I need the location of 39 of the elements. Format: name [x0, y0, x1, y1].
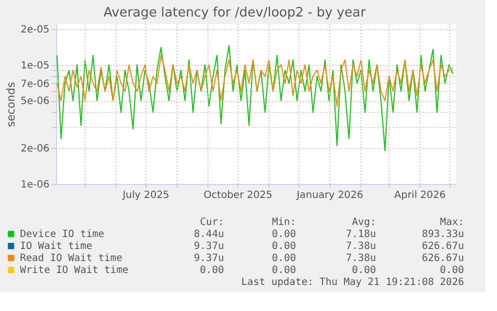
text: 0.00 — [272, 253, 296, 264]
text: 7.38u — [346, 241, 376, 252]
legend-label: Read IO Wait time — [20, 253, 122, 264]
x-tick-label: July 2025 — [122, 190, 170, 201]
text: Cur: — [200, 217, 224, 228]
line-series — [56, 54, 454, 107]
y-tick-label: 2e-05 — [20, 24, 50, 36]
text: 8.44u — [194, 229, 224, 240]
text: 0.00 — [200, 265, 224, 276]
text: 893.33u — [422, 229, 464, 240]
legend-label: Device IO time — [20, 229, 104, 240]
x-tick-label: October 2025 — [204, 190, 272, 201]
text: 7.18u — [346, 229, 376, 240]
legend-label: IO Wait time — [20, 241, 92, 252]
y-tick-label: 5e-06 — [20, 96, 50, 108]
y-tick-label: 1e-05 — [20, 60, 50, 72]
text: Max: — [440, 217, 464, 228]
y-tick-label: 7e-06 — [20, 78, 50, 90]
text: 9.37u — [194, 253, 224, 264]
y-tick-label: 2e-06 — [20, 144, 50, 155]
text: 7.38u — [346, 253, 376, 264]
y-tick-label: 1e-06 — [20, 180, 50, 190]
text: 626.67u — [422, 253, 464, 264]
text: 0.00 — [352, 265, 376, 276]
text: 0.00 — [272, 229, 296, 240]
text: 0.00 — [440, 265, 464, 276]
x-tick-label: January 2026 — [296, 190, 364, 201]
text: Min: — [272, 217, 296, 228]
chart-title: Average latency for /dev/loop2 - by year — [103, 6, 366, 20]
y-axis-title: seconds — [4, 82, 18, 127]
line-series — [56, 45, 454, 152]
x-tick-label: April 2026 — [394, 190, 446, 201]
text: Avg: — [352, 217, 376, 228]
text: 0.00 — [272, 265, 296, 276]
text: 9.37u — [194, 241, 224, 252]
text: Last update: Thu May 21 19:21:08 2026 — [241, 277, 464, 288]
legend-label: Write IO Wait time — [20, 265, 128, 276]
text: 626.67u — [422, 241, 464, 252]
text: 0.00 — [272, 241, 296, 252]
